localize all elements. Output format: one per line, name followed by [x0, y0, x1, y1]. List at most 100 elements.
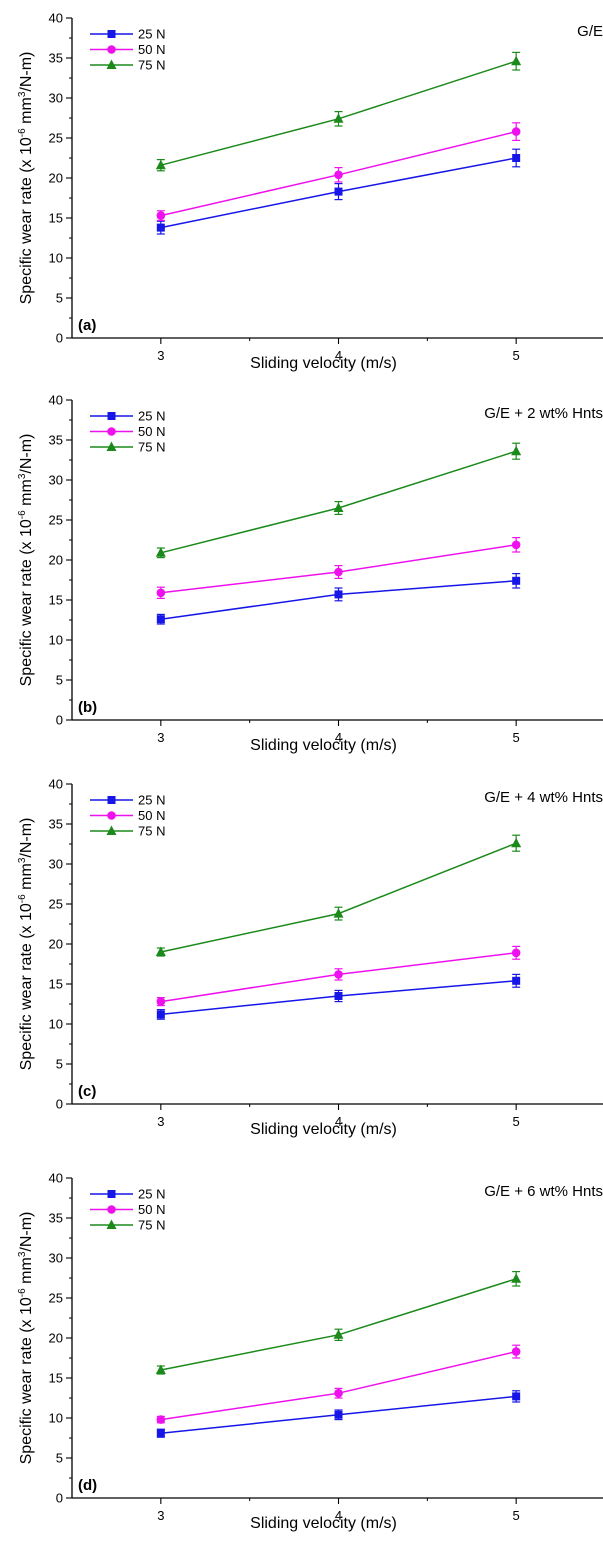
legend-label: 75 N	[138, 440, 165, 455]
series-75-n	[155, 1270, 522, 1375]
data-point	[155, 547, 166, 557]
data-point	[511, 540, 521, 550]
data-point	[155, 946, 166, 956]
y-axis-title-unit-exponent: 3	[17, 857, 28, 863]
y-tick-label: 10	[49, 251, 63, 266]
y-tick-label: 25	[49, 897, 63, 912]
y-axis-title-prefix: Specific wear rate (x 10	[18, 903, 35, 1070]
data-point	[512, 976, 521, 985]
y-axis-title: Specific wear rate (x 10-6 mm3/N-m)	[17, 52, 35, 305]
legend-marker	[107, 412, 116, 420]
data-point	[511, 55, 522, 66]
data-point	[512, 154, 521, 162]
y-tick-label: 15	[49, 977, 63, 992]
series-50-n	[156, 945, 521, 1007]
panel-a: 0 5 10 15 20 25 30 35 40 3 4 5 Sliding velocity (m/s…	[17, 11, 603, 372]
y-tick-label: 5	[56, 673, 63, 688]
y-tick-label: 35	[49, 1211, 63, 1226]
series-50-n	[156, 122, 521, 221]
data-point	[511, 127, 521, 136]
legend-label: 50 N	[138, 424, 165, 439]
legend-marker	[107, 45, 116, 54]
y-axis-title-exponent: -6	[17, 1288, 28, 1297]
series-25-n	[156, 973, 521, 1020]
panel-label: (c)	[78, 1083, 96, 1100]
y-tick-label: 35	[49, 433, 63, 448]
y-axis-title-unit-exponent: 3	[17, 1251, 28, 1257]
data-point	[334, 590, 343, 599]
panel-label: (d)	[78, 1477, 97, 1494]
y-tick-label: 25	[49, 131, 63, 146]
legend-label: 25 N	[138, 1187, 165, 1202]
data-point	[156, 1429, 165, 1438]
data-point	[334, 992, 343, 1000]
y-axis-title: Specific wear rate (x 10-6 mm3/N-m)	[17, 434, 35, 687]
y-tick-label: 0	[56, 1097, 63, 1112]
y-axis-title-suffix: /N-m)	[18, 434, 35, 474]
legend-marker	[107, 30, 116, 38]
data-point	[156, 1415, 166, 1424]
legend-marker	[106, 825, 117, 835]
data-point	[156, 223, 165, 232]
data-point	[334, 170, 343, 180]
y-tick-label: 5	[56, 1057, 63, 1072]
y-tick-label: 20	[49, 1331, 63, 1346]
panel-label: (a)	[78, 317, 96, 334]
x-tick-label: 4	[335, 348, 342, 363]
y-axis-title-suffix: /N-m)	[18, 818, 35, 858]
legend: 25 N50 N75 N	[90, 793, 165, 839]
y-tick-label: 30	[49, 91, 63, 106]
legend-marker	[107, 1205, 116, 1214]
y-tick-label: 10	[49, 1017, 63, 1032]
y-tick-label: 35	[49, 51, 63, 66]
composition-label: G/E + 2 wt% Hnts	[484, 405, 603, 422]
data-point	[511, 837, 522, 848]
legend-marker	[107, 427, 116, 436]
composition-label: G/E + 6 wt% Hnts	[484, 1183, 603, 1200]
data-point	[334, 187, 343, 196]
y-axis-title: Specific wear rate (x 10-6 mm3/N-m)	[17, 1212, 35, 1465]
data-point	[155, 159, 166, 170]
x-tick-label: 5	[513, 730, 520, 745]
series-50-n	[156, 537, 521, 599]
legend-label: 50 N	[138, 808, 165, 823]
series-25-n	[156, 148, 521, 235]
legend-label: 25 N	[138, 409, 165, 424]
y-tick-label: 15	[49, 211, 63, 226]
data-point	[333, 908, 344, 918]
data-point	[511, 1347, 521, 1356]
y-tick-label: 40	[49, 777, 63, 792]
panel-b: 0 5 10 15 20 25 30 35 40 3 4 5 Sliding velocity (m/s…	[17, 393, 603, 754]
series-75-n	[155, 442, 522, 559]
x-tick-label: 4	[335, 730, 342, 745]
data-point	[334, 567, 343, 577]
y-tick-label: 15	[49, 1371, 63, 1386]
data-point	[334, 1410, 343, 1419]
data-point	[156, 211, 166, 220]
y-axis-title-exponent: -6	[17, 894, 28, 903]
x-axis-title: Sliding velocity (m/s)	[250, 1121, 397, 1138]
data-point	[155, 1364, 166, 1374]
data-point	[333, 1329, 344, 1339]
data-point	[511, 948, 521, 958]
data-point	[334, 970, 343, 979]
legend: 25 N50 N75 N	[90, 409, 165, 455]
x-axis-title: Sliding velocity (m/s)	[250, 1515, 397, 1532]
series-25-n	[156, 573, 521, 625]
series-75-n	[155, 51, 522, 172]
y-axis-title-unit: mm	[18, 479, 35, 510]
y-tick-label: 10	[49, 1411, 63, 1426]
legend-label: 75 N	[138, 824, 165, 839]
y-tick-label: 40	[49, 393, 63, 408]
panel-c: 0 5 10 15 20 25 30 35 40 3 4 5 Sliding velocity (m/s…	[17, 777, 603, 1138]
data-point	[156, 615, 165, 624]
data-point	[156, 1010, 165, 1019]
y-tick-label: 40	[49, 1171, 63, 1186]
legend-label: 25 N	[138, 793, 165, 808]
y-tick-label: 20	[49, 937, 63, 952]
legend-label: 50 N	[138, 1202, 165, 1217]
legend-marker	[107, 1190, 116, 1198]
x-tick-label: 4	[335, 1508, 342, 1523]
y-tick-label: 10	[49, 633, 63, 648]
